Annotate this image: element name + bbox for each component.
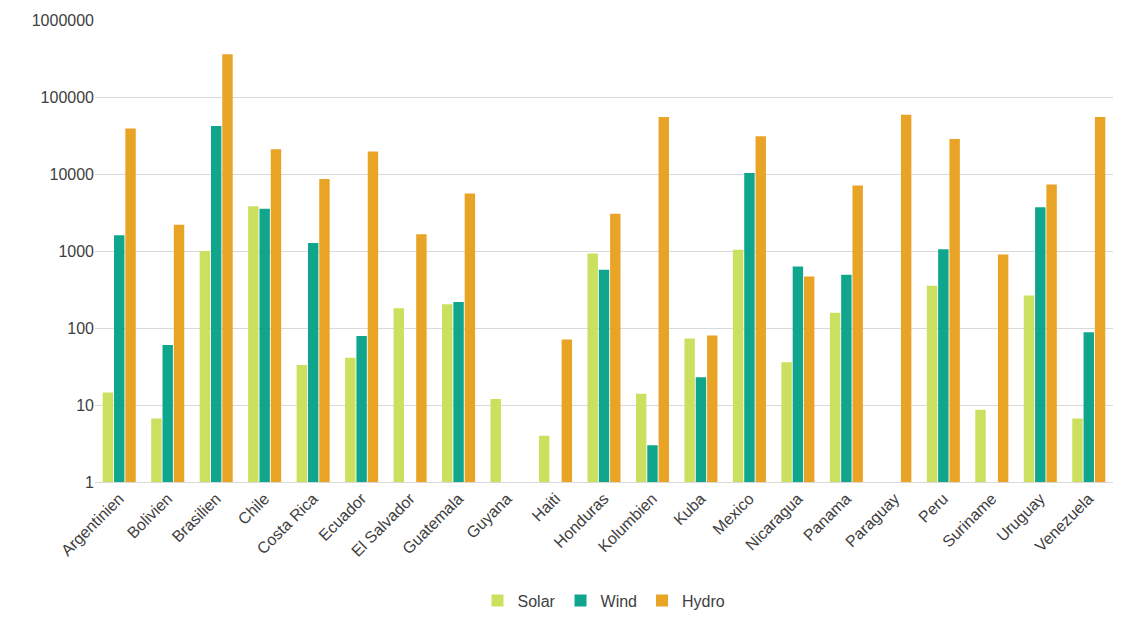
svg-text:100: 100 [67,320,94,337]
svg-text:10000: 10000 [50,166,95,183]
svg-text:Guatemala: Guatemala [399,490,466,557]
svg-text:1000: 1000 [58,243,94,260]
svg-text:Honduras: Honduras [551,490,612,551]
svg-text:Venezuela: Venezuela [1032,490,1097,555]
svg-text:1: 1 [85,474,94,491]
svg-text:Peru: Peru [915,490,951,526]
svg-text:Mexico: Mexico [709,490,757,538]
svg-text:El Salvador: El Salvador [348,489,418,559]
svg-text:1000000: 1000000 [32,12,94,29]
svg-text:Guyana: Guyana [463,490,515,542]
svg-text:Costa Rica: Costa Rica [254,490,321,557]
svg-text:Hydro: Hydro [682,593,725,610]
svg-text:Solar: Solar [518,593,556,610]
svg-text:Bolivien: Bolivien [124,490,176,542]
svg-text:10: 10 [76,397,94,414]
svg-text:Chile: Chile [235,490,273,528]
svg-text:Brasilien: Brasilien [169,490,224,545]
svg-text:100000: 100000 [41,89,94,106]
svg-text:Kolumbien: Kolumbien [595,490,660,555]
svg-text:Nicaragua: Nicaragua [742,490,806,554]
svg-text:Haiti: Haiti [529,490,564,525]
svg-text:Wind: Wind [601,593,637,610]
svg-text:Paraguay: Paraguay [842,490,902,550]
svg-text:Kuba: Kuba [670,490,709,529]
svg-text:Uruguay: Uruguay [993,490,1048,545]
svg-text:Argentinien: Argentinien [58,490,127,559]
svg-text:Ecuador: Ecuador [315,489,370,544]
svg-text:Panama: Panama [800,490,854,544]
svg-text:Suriname: Suriname [939,490,1000,551]
